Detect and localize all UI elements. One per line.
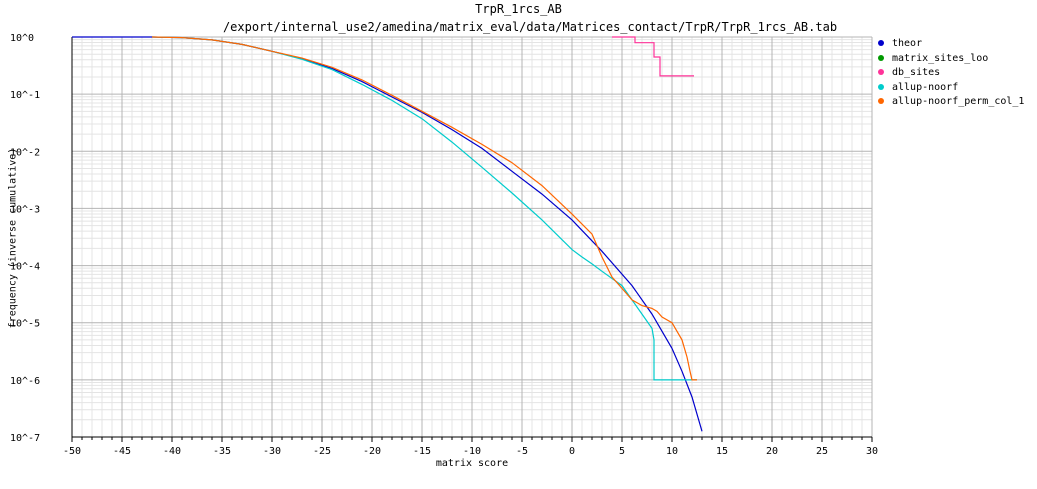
x-tick-label: -10 <box>463 446 481 457</box>
x-tick-label: -15 <box>413 446 431 457</box>
legend-label: theor <box>892 38 923 49</box>
y-axis-label: frequency (inverse cumulative) <box>7 147 19 329</box>
y-tick-label: 10^-6 <box>10 376 40 387</box>
chart-subtitle: /export/internal_use2/amedina/matrix_eva… <box>222 20 838 34</box>
legend-marker <box>878 40 884 46</box>
legend-item: matrix_sites_loo <box>878 52 1024 67</box>
series-line-allup-noorf-perm-col-1 <box>151 36 697 381</box>
y-tick-label: 10^-7 <box>10 433 40 444</box>
legend-item: theor <box>878 37 1024 52</box>
y-tick-label: 10^0 <box>10 33 34 44</box>
x-tick-label: -35 <box>213 446 231 457</box>
x-tick-label: -5 <box>516 446 528 457</box>
legend-item: db_sites <box>878 66 1024 81</box>
x-tick-label: -30 <box>263 446 281 457</box>
legend: theor matrix_sites_loo db_sites allup-noorf… <box>878 37 1024 110</box>
legend-marker <box>878 98 884 104</box>
x-tick-label: 15 <box>716 446 728 457</box>
x-tick-label: -45 <box>113 446 131 457</box>
y-tick-label: 10^-4 <box>10 262 40 273</box>
legend-label: allup-noorf <box>892 81 959 93</box>
x-tick-label: -20 <box>363 446 381 457</box>
legend-marker <box>878 54 884 61</box>
x-tick-label: 0 <box>569 446 575 457</box>
x-tick-label: -25 <box>313 446 331 457</box>
x-tick-label: -50 <box>63 446 81 457</box>
x-tick-label: 5 <box>619 446 625 457</box>
legend-label: matrix_sites_loo <box>892 52 989 64</box>
legend-label: db_sites <box>892 67 941 78</box>
legend-item: allup-noorf_perm_col_1 <box>878 95 1024 110</box>
series-line-theor <box>72 36 703 432</box>
legend-marker <box>878 83 884 90</box>
y-tick-label: 10^-5 <box>10 319 40 330</box>
x-tick-label: -40 <box>163 446 181 457</box>
y-tick-label: 10^-2 <box>10 147 40 158</box>
y-tick-label: 10^-1 <box>10 90 40 101</box>
series-line-db-sites <box>612 36 694 77</box>
legend-marker <box>878 69 884 75</box>
x-tick-label: 30 <box>866 446 878 457</box>
y-tick-label: 10^-3 <box>10 204 40 215</box>
x-tick-label: 20 <box>766 446 778 457</box>
x-tick-label: 25 <box>816 446 828 457</box>
legend-label: allup-noorf_perm_col_1 <box>892 96 1025 107</box>
x-axis-label: matrix score <box>435 458 509 469</box>
x-tick-label: 10 <box>666 446 678 457</box>
legend-item: allup-noorf <box>878 81 1024 96</box>
chart-title: TrpR_1rcs_AB <box>475 2 562 16</box>
